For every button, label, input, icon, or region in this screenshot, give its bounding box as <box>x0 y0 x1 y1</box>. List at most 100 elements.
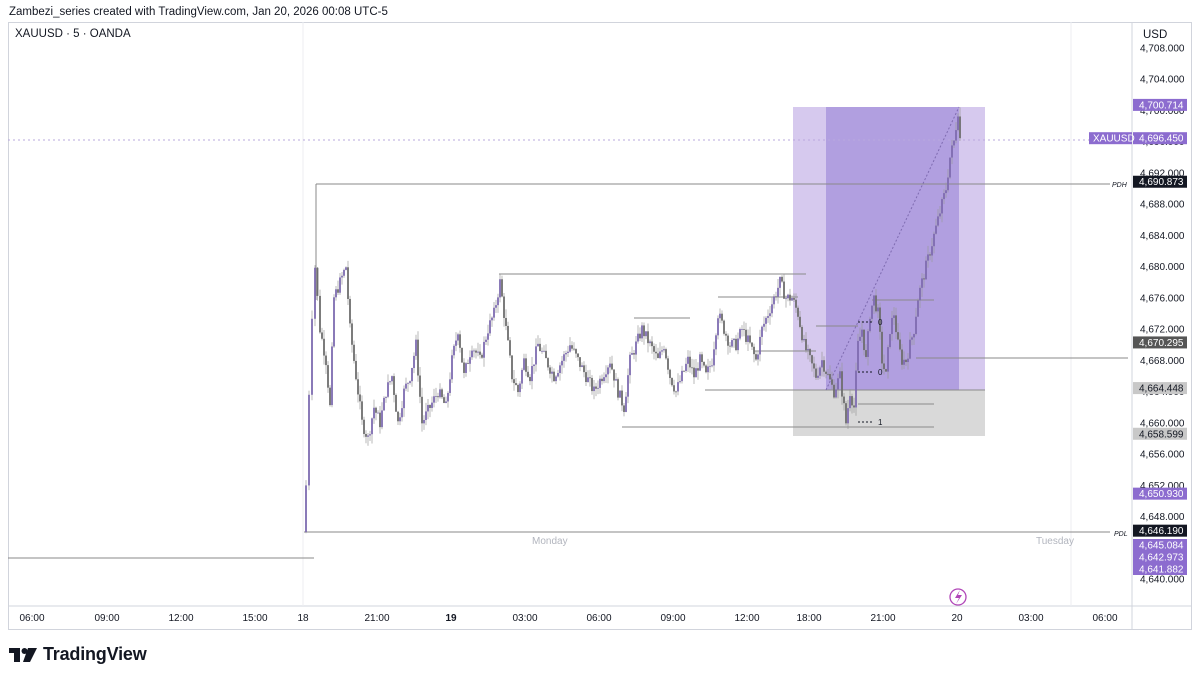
candle-body <box>565 352 567 355</box>
long-stop-zone[interactable] <box>793 390 985 436</box>
time-tick-label: 06:00 <box>586 613 611 624</box>
candle-body <box>941 199 943 214</box>
brand-name: TradingView <box>43 644 147 664</box>
candle-body <box>853 405 855 408</box>
candle-body <box>747 335 749 342</box>
candle-body <box>675 391 677 393</box>
candle-body <box>671 377 673 386</box>
time-tick-label: 09:00 <box>94 613 119 624</box>
candle-body <box>913 334 915 338</box>
candle-body <box>931 246 933 256</box>
candle-body <box>587 377 589 383</box>
price-badge <box>1133 175 1187 188</box>
candle-body <box>351 323 353 345</box>
candle-body <box>705 365 707 373</box>
price-tick-label: 4,688.000 <box>1140 200 1185 211</box>
candle-body <box>871 305 873 319</box>
candle-body <box>339 277 341 293</box>
candle-body <box>387 382 389 397</box>
bolt-icon[interactable] <box>949 588 967 606</box>
price-tick-label: 4,652.000 <box>1140 481 1185 492</box>
price-badge-label: 4,641.882 <box>1139 565 1184 576</box>
candle-body <box>391 376 393 382</box>
candle-body <box>489 320 491 334</box>
candle-body <box>467 363 469 364</box>
price-badge <box>1133 382 1187 395</box>
candle-body <box>539 343 541 352</box>
candle-body <box>825 371 827 374</box>
candle-body <box>308 394 310 486</box>
candle-body <box>897 332 899 340</box>
candle-body <box>465 363 467 373</box>
candle-body <box>483 341 485 358</box>
candle-body <box>959 116 961 139</box>
candle-body <box>771 304 773 314</box>
candle-body <box>365 433 367 437</box>
candle-body <box>809 349 811 356</box>
candle-body <box>327 365 329 388</box>
candle-body <box>545 350 547 359</box>
time-tick-label: 21:00 <box>364 613 389 624</box>
candle-body <box>651 341 653 347</box>
price-tick-label: 4,684.000 <box>1140 231 1185 242</box>
candle-body <box>605 374 607 378</box>
symbol-label[interactable]: XAUUSD · 5 · OANDA <box>15 28 131 40</box>
candle-body <box>779 276 781 288</box>
price-badges: 4,700.714 4,696.450 XAUUSD 4,690.873 4,670.2… <box>1089 98 1187 576</box>
candle-body <box>935 225 937 234</box>
candle-body <box>469 357 471 364</box>
candle-body <box>785 298 787 300</box>
price-tick-label: 4,656.000 <box>1140 450 1185 461</box>
candle-body <box>715 335 717 350</box>
candle-body <box>833 384 835 398</box>
candle-body <box>519 383 521 393</box>
candle-body <box>877 307 879 312</box>
drawing-lines[interactable] <box>8 183 1128 559</box>
candle-body <box>405 383 407 389</box>
candle-body <box>807 349 809 351</box>
candle-body <box>547 358 549 368</box>
candle-body <box>505 317 507 326</box>
trade-diagonal <box>825 106 960 391</box>
candle-body <box>661 350 663 352</box>
candle-body <box>437 396 439 398</box>
candle-body <box>557 373 559 377</box>
candle-body <box>711 365 713 367</box>
candle-body <box>895 315 897 333</box>
candle-body <box>811 355 813 364</box>
candle-body <box>745 329 747 342</box>
candle-body <box>813 363 815 369</box>
candle-body <box>691 367 693 369</box>
candle-body <box>637 333 639 342</box>
candle-body <box>421 396 423 424</box>
candle-body <box>603 377 605 382</box>
candle-body <box>407 382 409 384</box>
candle-body <box>495 305 497 308</box>
candle-body <box>645 331 647 337</box>
candle-body <box>573 348 575 350</box>
candle-body <box>827 373 829 375</box>
candle-body <box>867 331 869 357</box>
price-tick-label: 4,676.000 <box>1140 293 1185 304</box>
candle-body <box>717 318 719 336</box>
candle-body <box>891 317 893 335</box>
time-tick-label: 15:00 <box>242 613 267 624</box>
currency-label[interactable]: USD <box>1143 29 1168 41</box>
time-tick-label: 21:00 <box>870 613 895 624</box>
fib-markers: 0 0 1 <box>858 318 883 427</box>
price-badge-label: 4,664.448 <box>1139 384 1184 395</box>
price-badge-label: 4,670.295 <box>1139 338 1184 349</box>
candle-body <box>769 313 771 317</box>
candle-body <box>379 412 381 428</box>
candle-body <box>943 193 945 200</box>
candle-body <box>753 346 755 355</box>
brand-logo[interactable]: TradingView <box>9 644 147 665</box>
candle-body <box>569 345 571 352</box>
candle-body <box>829 374 831 380</box>
candle-body <box>511 355 513 380</box>
candle-body <box>915 316 917 335</box>
candle-body <box>507 325 509 341</box>
candle-body <box>441 389 443 398</box>
candle-body <box>795 299 797 308</box>
